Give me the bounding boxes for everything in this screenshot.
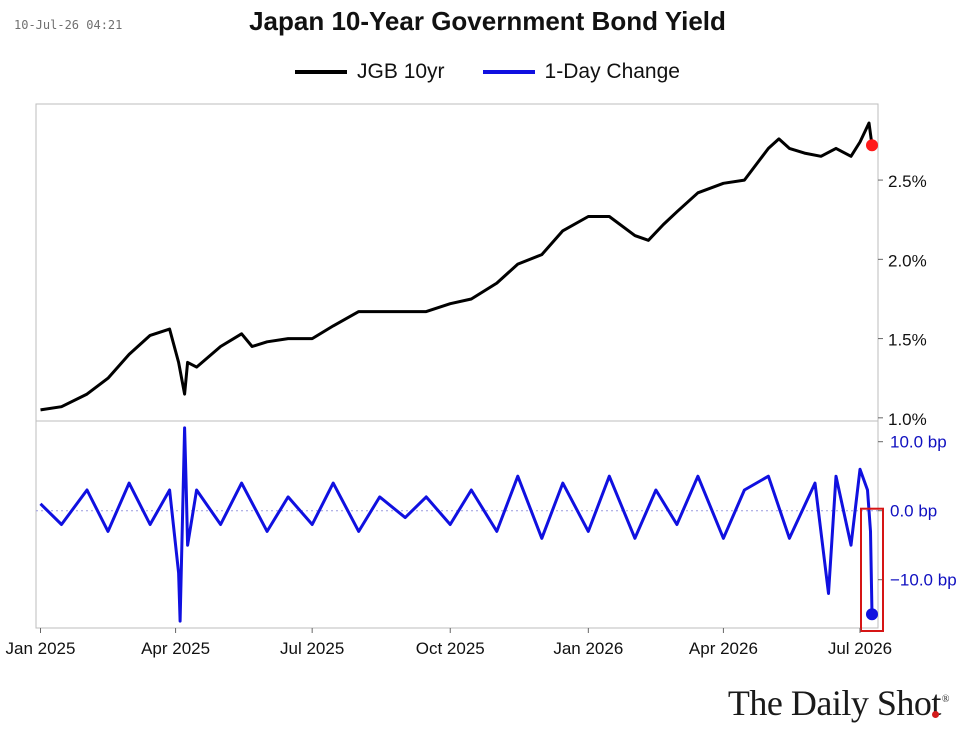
legend-swatch-jgb-10yr: [295, 70, 348, 74]
timestamp: 10-Jul-26 04:21: [14, 18, 123, 32]
legend: JGB 10yr 1-Day Change: [0, 60, 975, 84]
change-panel-frame: [35, 420, 879, 629]
x-tick-label: Jan 2025: [6, 639, 76, 658]
series-line-1-day-change: [39, 426, 874, 623]
legend-label-jgb-10yr: JGB 10yr: [357, 60, 445, 83]
yield-y-axis: 1.0% 1.5% 2.0% 2.5%: [878, 172, 927, 429]
y-tick-label: 2.0%: [888, 251, 927, 270]
change-panel: 10.0 bp 0.0 bp −10.0 bp: [35, 420, 957, 633]
y-tick-label: 2.5%: [888, 172, 927, 191]
x-tick-label: Jan 2026: [553, 639, 623, 658]
x-tick-label: Oct 2025: [416, 639, 485, 658]
legend-item-1-day-change: 1-Day Change: [482, 60, 680, 84]
legend-label-1-day-change: 1-Day Change: [544, 60, 680, 83]
highlight-box: [859, 507, 884, 633]
highlight-point-jgb-10yr: [865, 139, 878, 152]
y-tick-label: −10.0 bp: [890, 571, 957, 590]
x-tick-label: Jul 2025: [280, 639, 344, 658]
legend-swatch-1-day-change: [482, 70, 535, 74]
x-tick-label: Jul 2026: [828, 639, 892, 658]
x-tick-label: Apr 2026: [689, 639, 758, 658]
legend-item-jgb-10yr: JGB 10yr: [295, 60, 445, 84]
brand-logo: The Daily Shot®: [727, 683, 950, 723]
yield-panel: 1.0% 1.5% 2.0% 2.5%: [35, 103, 927, 429]
y-tick-label: 0.0 bp: [890, 502, 937, 521]
x-tick-label: Apr 2025: [141, 639, 210, 658]
y-tick-label: 1.5%: [888, 331, 927, 350]
change-y-axis: 10.0 bp 0.0 bp −10.0 bp: [878, 433, 957, 590]
highlight-point-1-day-change: [865, 608, 878, 621]
chart-title: Japan 10-Year Government Bond Yield: [249, 6, 726, 36]
series-line-jgb-10yr: [40, 121, 874, 412]
x-axis: Jan 2025 Apr 2025 Jul 2025 Oct 2025 Jan 2026…: [6, 628, 892, 658]
y-tick-label: 1.0%: [888, 410, 927, 429]
yield-panel-frame: [35, 103, 879, 422]
y-tick-label: 10.0 bp: [890, 433, 947, 452]
